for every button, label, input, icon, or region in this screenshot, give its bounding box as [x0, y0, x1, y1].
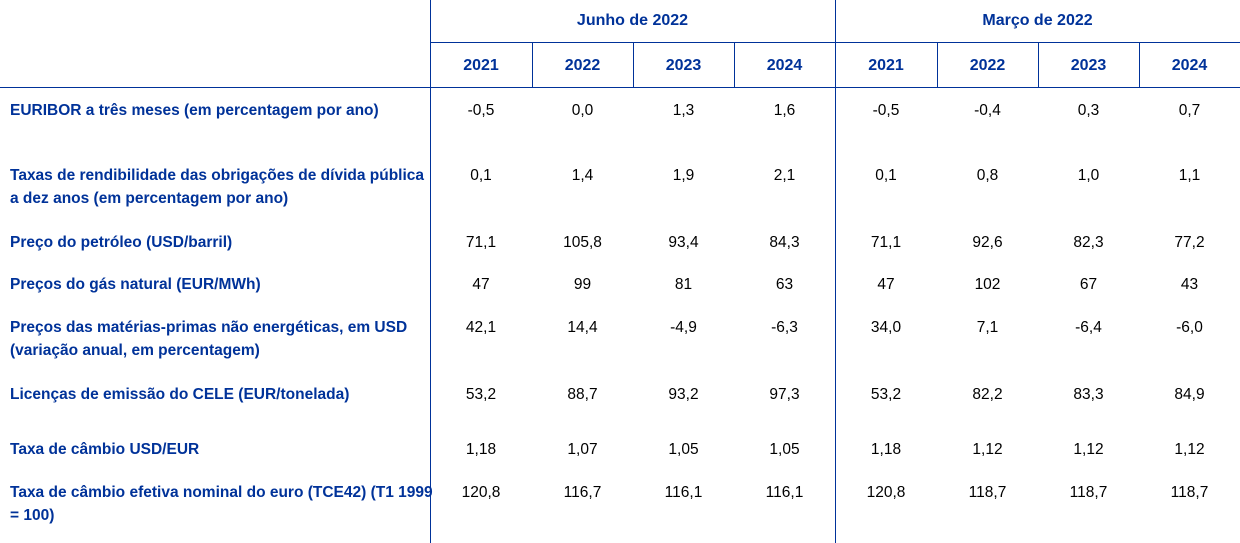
cell-value: 34,0 [870, 319, 902, 336]
cell-value: 0,8 [976, 167, 999, 184]
cell-value: 0,1 [875, 167, 897, 184]
cell-value: 1,4 [571, 167, 594, 184]
cell-value: 67 [1079, 276, 1098, 293]
divider [937, 42, 938, 87]
year-heading: 2024 [1171, 57, 1208, 74]
cell-value: 105,8 [563, 234, 602, 251]
row-label: Preços do gás natural (EUR/MWh) [10, 276, 261, 293]
row-label: Taxa de câmbio efetiva nominal do euro (… [10, 484, 433, 524]
year-heading: 2023 [665, 57, 702, 74]
year-heading: 2022 [969, 57, 1006, 74]
row-label: Licenças de emissão do CELE (EUR/tonelad… [10, 386, 350, 403]
cell-value: 102 [974, 276, 1001, 293]
divider [1139, 42, 1140, 87]
cell-value: 1,12 [1174, 441, 1205, 458]
cell-value: -4,9 [670, 319, 697, 336]
year-heading: 2024 [766, 57, 803, 74]
cell-value: 0,3 [1077, 102, 1100, 119]
cell-value: 1,3 [672, 102, 695, 119]
year-heading: 2022 [564, 57, 601, 74]
cell-value: 1,18 [870, 441, 902, 458]
row-label: Taxa de câmbio USD/EUR [10, 441, 200, 458]
cell-value: -0,5 [872, 102, 900, 119]
cell-value: 118,7 [1170, 484, 1209, 501]
cell-value: 14,4 [567, 319, 598, 336]
cell-value: 71,1 [870, 234, 902, 251]
cell-value: 81 [674, 276, 693, 293]
cell-value: 93,2 [668, 386, 699, 403]
cell-value: 116,1 [664, 484, 703, 501]
row-label: Preços das matérias-primas não energétic… [10, 319, 408, 359]
cell-value: 1,6 [773, 102, 796, 119]
divider [835, 0, 836, 543]
year-heading: 2021 [463, 57, 499, 74]
cell-value: 88,7 [567, 386, 598, 403]
divider [734, 42, 735, 87]
cell-value: 63 [775, 276, 794, 293]
divider [430, 42, 1240, 43]
cell-value: -6,0 [1176, 319, 1203, 336]
cell-value: 82,2 [972, 386, 1003, 403]
year-heading: 2023 [1070, 57, 1107, 74]
divider [0, 87, 1240, 88]
cell-value: -0,5 [467, 102, 495, 119]
cell-value: 2,1 [773, 167, 796, 184]
cell-value: 47 [472, 276, 490, 293]
cell-value: 7,1 [976, 319, 999, 336]
cell-value: 1,05 [769, 441, 800, 458]
cell-value: 1,12 [972, 441, 1003, 458]
row-label: Preço do petróleo (USD/barril) [10, 234, 233, 251]
cell-value: 83,3 [1073, 386, 1104, 403]
cell-value: 0,0 [571, 102, 594, 119]
cell-value: -6,3 [771, 319, 798, 336]
divider [430, 0, 431, 543]
row-label: Taxas de rendibilidade das obrigações de… [10, 167, 425, 207]
cell-value: 1,05 [668, 441, 699, 458]
divider [633, 42, 634, 87]
cell-value: 120,8 [866, 484, 906, 501]
cell-value: 84,9 [1174, 386, 1205, 403]
cell-value: 1,12 [1073, 441, 1104, 458]
group-heading: Março de 2022 [982, 12, 1093, 29]
cell-value: -6,4 [1075, 319, 1102, 336]
cell-value: 93,4 [668, 234, 699, 251]
cell-value: 42,1 [465, 319, 497, 336]
cell-value: 118,7 [968, 484, 1007, 501]
cell-value: 120,8 [461, 484, 501, 501]
cell-value: 43 [1180, 276, 1199, 293]
cell-value: 0,7 [1178, 102, 1201, 119]
cell-value: 0,1 [470, 167, 492, 184]
cell-value: 53,2 [870, 386, 902, 403]
cell-value: 1,0 [1077, 167, 1100, 184]
divider [532, 42, 533, 87]
cell-value: 1,1 [1178, 167, 1201, 184]
cell-value: 116,7 [563, 484, 602, 501]
cell-value: 53,2 [465, 386, 497, 403]
cell-value: 1,07 [567, 441, 598, 458]
cell-value: 1,18 [465, 441, 497, 458]
cell-value: 118,7 [1069, 484, 1108, 501]
cell-value: 77,2 [1174, 234, 1205, 251]
group-heading: Junho de 2022 [576, 12, 689, 29]
cell-value: -0,4 [974, 102, 1001, 119]
cell-value: 47 [877, 276, 895, 293]
divider [1038, 42, 1039, 87]
cell-value: 1,9 [672, 167, 695, 184]
cell-value: 82,3 [1073, 234, 1104, 251]
cell-value: 84,3 [769, 234, 800, 251]
cell-value: 92,6 [972, 234, 1003, 251]
cell-value: 99 [573, 276, 592, 293]
year-heading: 2021 [868, 57, 904, 74]
cell-value: 116,1 [765, 484, 804, 501]
row-label: EURIBOR a três meses (em percentagem por… [10, 102, 379, 119]
cell-value: 71,1 [465, 234, 497, 251]
cell-value: 97,3 [769, 386, 800, 403]
